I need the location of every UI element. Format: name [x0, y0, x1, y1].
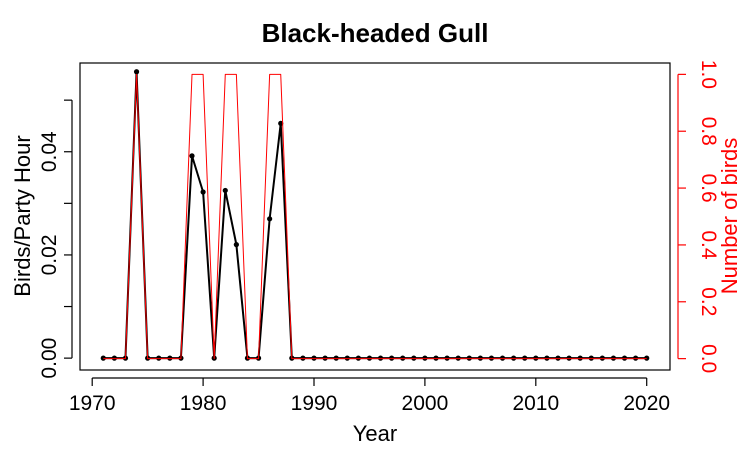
y2-tick-label: 0.2: [697, 287, 720, 316]
number-of-birds-line: [103, 73, 647, 360]
chart-title: Black-headed Gull: [262, 18, 489, 48]
y-tick-label: 0.00: [38, 338, 61, 379]
data-point: [189, 153, 195, 159]
y2-tick-label: 0.8: [697, 117, 720, 146]
x-tick-label: 1980: [180, 392, 227, 415]
birds-per-party-hour-line: [103, 70, 647, 360]
y-axis-right: 0.0 0.2 0.4 0.6 0.8 1.0: [677, 60, 720, 373]
y2-tick-label: 0.6: [697, 173, 720, 202]
data-point: [644, 355, 650, 361]
data-point: [267, 216, 273, 222]
y2-tick-label: 0.0: [697, 344, 720, 373]
x-tick-label: 2000: [402, 392, 449, 415]
y-axis-label: Birds/Party Hour: [10, 135, 35, 296]
data-point: [222, 187, 228, 194]
plot-area: [79, 62, 671, 371]
data-point: [133, 69, 140, 75]
y-tick-label: 0.02: [38, 235, 61, 276]
data-point: [233, 242, 239, 248]
data-point: [100, 355, 106, 361]
x-tick-label: 2010: [512, 392, 559, 415]
x-axis-label: Year: [353, 421, 397, 446]
y2-axis-label: Number of birds: [717, 138, 742, 295]
data-point: [278, 120, 284, 126]
y2-tick-label: 0.4: [697, 230, 720, 260]
data-point: [200, 189, 206, 195]
x-tick-label: 1970: [69, 392, 116, 415]
y2-tick-label: 1.0: [697, 60, 720, 89]
x-tick-label: 2020: [623, 392, 670, 415]
x-tick-label: 1990: [291, 392, 338, 415]
series-layer: [100, 69, 650, 361]
y-axis-left: 0.00 0.02 0.04: [38, 99, 73, 379]
y-tick-label: 0.04: [38, 131, 61, 172]
x-axis: 1970 1980 1990 2000 2010 2020: [69, 377, 670, 415]
